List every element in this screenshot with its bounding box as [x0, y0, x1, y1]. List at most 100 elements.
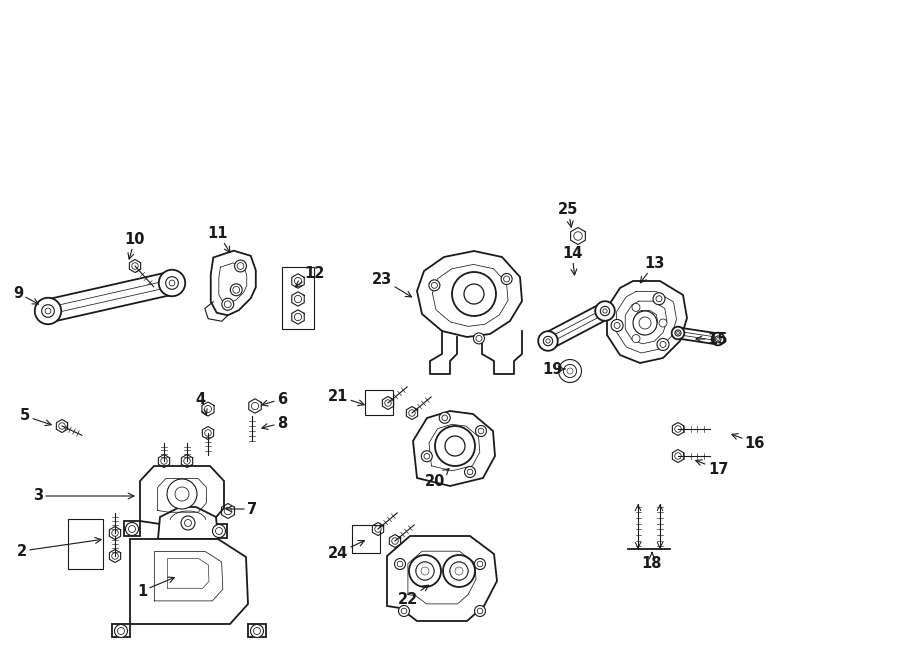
Circle shape: [294, 313, 302, 321]
Text: 15: 15: [696, 332, 728, 346]
Circle shape: [129, 525, 136, 533]
Circle shape: [233, 286, 239, 293]
Circle shape: [675, 453, 681, 459]
Circle shape: [221, 298, 234, 310]
Circle shape: [409, 555, 441, 587]
Circle shape: [677, 332, 680, 334]
Polygon shape: [677, 328, 719, 344]
Circle shape: [563, 364, 577, 377]
Circle shape: [161, 458, 167, 464]
Circle shape: [118, 627, 124, 635]
Circle shape: [416, 562, 434, 580]
Circle shape: [546, 339, 550, 343]
Text: 1: 1: [137, 577, 175, 598]
Circle shape: [112, 529, 118, 536]
Circle shape: [675, 426, 681, 432]
Text: 13: 13: [641, 256, 665, 283]
Circle shape: [464, 284, 484, 304]
Text: 8: 8: [262, 416, 287, 430]
Circle shape: [35, 297, 61, 325]
Bar: [352, 525, 380, 553]
Polygon shape: [112, 624, 130, 637]
Text: 2: 2: [17, 537, 101, 559]
Polygon shape: [248, 624, 266, 637]
Circle shape: [559, 360, 581, 383]
Circle shape: [416, 562, 434, 580]
Text: 5: 5: [20, 408, 51, 426]
Circle shape: [603, 309, 608, 313]
Text: 17: 17: [696, 460, 728, 477]
Circle shape: [443, 555, 475, 587]
Circle shape: [653, 293, 665, 305]
Circle shape: [445, 436, 465, 456]
Circle shape: [254, 627, 260, 635]
Text: 12: 12: [295, 266, 325, 287]
Polygon shape: [413, 411, 495, 486]
Circle shape: [421, 567, 429, 575]
Circle shape: [204, 405, 212, 412]
Circle shape: [431, 282, 437, 288]
Circle shape: [114, 625, 128, 637]
Circle shape: [639, 317, 651, 329]
Circle shape: [473, 333, 484, 344]
Circle shape: [656, 295, 662, 302]
Polygon shape: [124, 521, 140, 536]
Circle shape: [477, 608, 482, 614]
Circle shape: [205, 430, 212, 436]
Text: 11: 11: [208, 225, 230, 253]
Circle shape: [250, 625, 264, 637]
Polygon shape: [130, 539, 248, 624]
Circle shape: [421, 451, 432, 462]
Polygon shape: [46, 272, 175, 322]
Text: 6: 6: [262, 391, 287, 407]
Circle shape: [455, 567, 463, 575]
Circle shape: [632, 334, 640, 342]
Circle shape: [399, 605, 410, 617]
Circle shape: [394, 559, 406, 570]
Circle shape: [474, 605, 485, 617]
Circle shape: [632, 303, 640, 311]
Circle shape: [175, 487, 189, 501]
Circle shape: [504, 276, 509, 282]
Polygon shape: [387, 536, 497, 621]
Text: 3: 3: [33, 488, 134, 504]
Circle shape: [439, 412, 450, 423]
Text: 14: 14: [562, 245, 582, 275]
Polygon shape: [158, 507, 218, 539]
Circle shape: [478, 428, 484, 434]
Circle shape: [450, 562, 468, 580]
Circle shape: [467, 469, 472, 475]
Text: 10: 10: [125, 231, 145, 259]
Circle shape: [614, 323, 620, 329]
Text: 4: 4: [195, 391, 207, 415]
Circle shape: [424, 453, 429, 459]
Circle shape: [501, 274, 512, 284]
Circle shape: [251, 403, 258, 410]
Polygon shape: [607, 281, 687, 363]
Circle shape: [230, 284, 242, 295]
Polygon shape: [417, 251, 522, 337]
Circle shape: [235, 260, 247, 272]
Circle shape: [224, 507, 231, 515]
Circle shape: [474, 559, 485, 570]
Circle shape: [294, 278, 302, 285]
Circle shape: [712, 332, 724, 345]
Bar: [68, 519, 103, 569]
Text: 19: 19: [542, 362, 565, 377]
Circle shape: [184, 520, 192, 527]
Text: 20: 20: [425, 469, 449, 488]
Circle shape: [671, 327, 684, 339]
Circle shape: [215, 527, 222, 535]
Polygon shape: [544, 303, 609, 348]
Circle shape: [450, 562, 468, 580]
Circle shape: [41, 305, 54, 317]
Text: 7: 7: [226, 502, 257, 516]
Circle shape: [224, 301, 231, 307]
Circle shape: [184, 458, 190, 464]
Circle shape: [563, 364, 577, 377]
Polygon shape: [211, 251, 256, 315]
Circle shape: [385, 400, 392, 407]
Circle shape: [464, 467, 475, 477]
Circle shape: [475, 426, 487, 436]
Text: 18: 18: [642, 553, 662, 570]
